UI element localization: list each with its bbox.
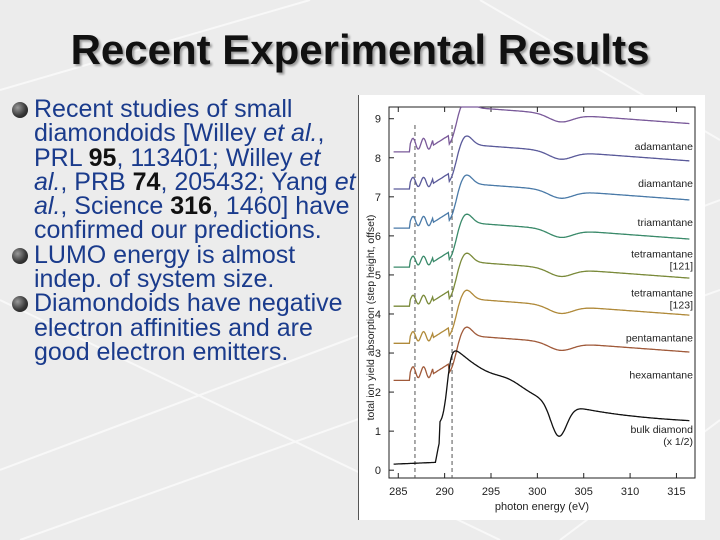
spectrum-line-4: [393, 252, 690, 307]
y-axis-label: total ion yield absorption (step height,…: [365, 215, 377, 421]
series-label: adamantane: [635, 141, 694, 153]
y-tick-label: 6: [375, 231, 381, 243]
y-tick-label: 0: [375, 465, 381, 477]
bullet-item-lumo: LUMO energy is almost indep. of system s…: [8, 240, 356, 294]
bullet-text-part: , 205432; Yang: [160, 167, 335, 196]
spectrum-line-1: [393, 135, 690, 190]
bullet-text-part: et al.: [34, 167, 356, 221]
x-tick-label: 315: [667, 486, 685, 498]
bullet-text-part: , Science: [60, 192, 171, 221]
y-tick-label: 7: [375, 192, 381, 204]
spectrum-line-6: [393, 326, 690, 382]
bullet-text-studies: Recent studies of small diamondoids [Wil…: [34, 95, 356, 245]
spectra-chart: 285 290 295 300 305 310 315 0 1 2 3 4 5 6 7 8 9 photon en…: [365, 106, 696, 513]
x-tick-label: 295: [482, 486, 500, 498]
bullet-item-affinity: Diamondoids have negative electron affin…: [8, 291, 356, 364]
series-label: bulk diamond: [631, 424, 694, 436]
series-label: tetramantane: [631, 287, 693, 299]
spectrum-line-0: [393, 106, 690, 153]
x-tick-label: 300: [528, 486, 546, 498]
bullet-text-part: , PRL: [34, 119, 325, 172]
spectrum-line-7: [393, 350, 690, 465]
y-tick-label: 2: [375, 387, 381, 399]
slide-title: Recent Experimental Results: [70, 26, 650, 73]
bullet-text-part: LUMO energy is almost indep. of system s…: [34, 240, 296, 294]
bullet-dot-icon: [12, 102, 28, 118]
bullet-dot-icon: [12, 296, 28, 313]
y-tick-label: 5: [375, 270, 381, 282]
series-label: hexamantane: [629, 369, 693, 381]
bullet-text-part: 95: [88, 143, 117, 172]
bullet-text-part: 316: [170, 192, 212, 221]
y-tick-label: 3: [375, 348, 381, 360]
series-label: [121]: [670, 260, 693, 272]
bullet-text-part: et al.: [34, 143, 321, 196]
series-label: pentamantane: [626, 332, 693, 344]
y-tick-label: 9: [375, 114, 381, 126]
bullet-dot-icon: [12, 247, 28, 264]
plot-frame: [388, 106, 696, 479]
nexafs-spectra-figure: 285 290 295 300 305 310 315 0 1 2 3 4 5 6 7 8 9 photon en…: [358, 95, 705, 520]
bullet-list: Recent studies of small diamondoids [Wil…: [8, 95, 356, 364]
series-label: diamantane: [638, 178, 693, 190]
bullet-text-affinity: Diamondoids have negative electron affin…: [34, 291, 356, 364]
bullet-text-part: et al.: [263, 119, 318, 148]
spectrum-line-5: [393, 289, 690, 344]
series-label: triamantane: [638, 217, 694, 229]
bullet-text-part: 74: [132, 167, 161, 196]
spectrum-line-3: [393, 213, 690, 268]
bullet-text-part: , 113401; Willey: [116, 143, 300, 172]
bullet-text-part: , PRB: [60, 167, 133, 196]
x-tick-label: 310: [621, 486, 639, 498]
bullet-item-studies: Recent studies of small diamondoids [Wil…: [8, 95, 356, 245]
y-tick-label: 1: [375, 426, 381, 438]
x-axis-label: photon energy (eV): [495, 501, 589, 513]
x-tick-label: 285: [389, 486, 407, 498]
spectrum-line-2: [393, 174, 690, 229]
series-label: (x 1/2): [663, 436, 693, 448]
bullet-text-part: Diamondoids have negative electron affin…: [34, 289, 343, 366]
series-label: [123]: [670, 299, 693, 311]
bullet-text-part: , 1460] have confirmed our predictions.: [34, 192, 350, 245]
y-tick-label: 8: [375, 153, 381, 165]
x-tick-label: 290: [435, 486, 453, 498]
x-tick-label: 305: [575, 486, 593, 498]
series-label: tetramantane: [631, 248, 693, 260]
y-tick-label: 4: [375, 309, 381, 321]
bullet-text-part: Recent studies of small diamondoids [Wil…: [34, 95, 293, 148]
bullet-text-lumo: LUMO energy is almost indep. of system s…: [34, 240, 356, 294]
